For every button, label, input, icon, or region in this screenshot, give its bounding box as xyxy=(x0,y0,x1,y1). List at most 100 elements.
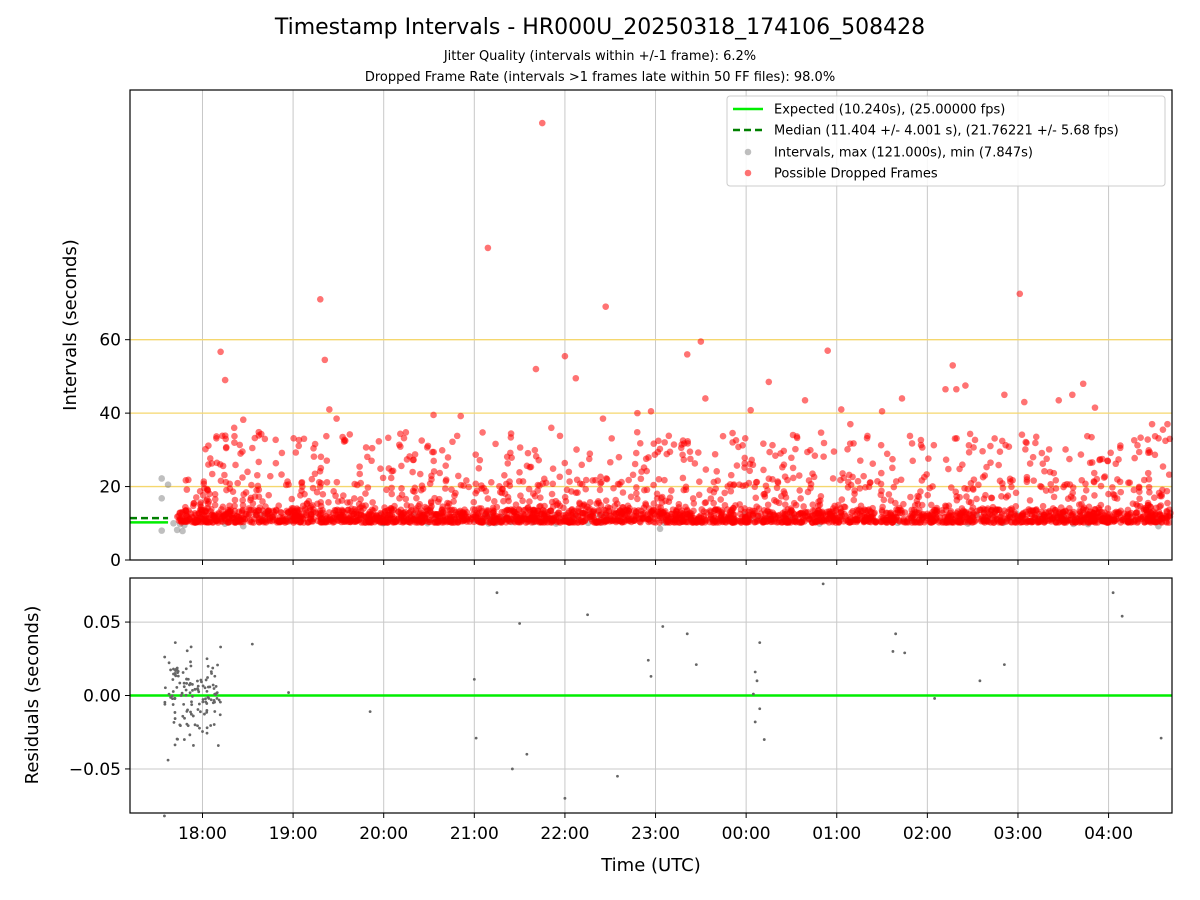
dropped-frame-point xyxy=(1097,482,1105,490)
dropped-frame-point xyxy=(397,443,404,450)
dropped-frame-point xyxy=(573,476,581,484)
dropped-frame-point xyxy=(810,473,818,481)
dropped-frame-point xyxy=(356,463,363,470)
dropped-frame-point xyxy=(634,409,641,417)
dropped-frame-point xyxy=(735,443,742,451)
dropped-frame-point xyxy=(190,514,197,521)
dropped-frame-point xyxy=(516,506,523,514)
dropped-frame-point xyxy=(781,473,789,480)
dropped-frame-point xyxy=(710,512,718,520)
dropped-frame-point xyxy=(537,518,545,526)
x-tick-label: 22:00 xyxy=(540,824,589,844)
residual-point xyxy=(176,737,179,741)
dropped-frame-point xyxy=(251,493,259,500)
residual-point xyxy=(173,641,177,645)
x-tick-label: 18:00 xyxy=(178,824,227,844)
dropped-frame-point xyxy=(968,511,976,518)
dropped-frame-point xyxy=(1134,441,1141,449)
residual-point xyxy=(213,700,216,704)
dropped-frame-point xyxy=(204,486,211,494)
residual-point xyxy=(758,707,762,711)
dropped-frame-point xyxy=(317,453,325,461)
dropped-frame-point xyxy=(472,489,479,497)
dropped-frame-point xyxy=(323,478,331,486)
dropped-frame-point xyxy=(311,440,319,448)
residual-point xyxy=(181,671,185,674)
dropped-frame-point xyxy=(829,505,837,512)
dropped-frame-point xyxy=(966,430,974,438)
x-tick-label: 20:00 xyxy=(359,824,408,844)
residual-point xyxy=(163,700,167,704)
dropped-frame-point xyxy=(841,503,849,511)
dropped-frame-point xyxy=(409,468,416,476)
dropped-frame-point xyxy=(278,449,286,457)
dropped-frame-point xyxy=(475,464,483,472)
dropped-frame-point xyxy=(958,505,966,512)
dropped-frame-point xyxy=(795,515,803,523)
residual-point xyxy=(172,667,175,671)
dropped-frame-point xyxy=(772,452,779,460)
residual-point xyxy=(762,738,766,741)
dropped-frame-point xyxy=(596,511,604,519)
dropped-frame-point xyxy=(1095,504,1102,512)
dropped-frame-point xyxy=(319,491,327,498)
residuals-plot: −0.05 0.00 0.05 18:00 19:00 20:00 21:00 22:00 2… xyxy=(22,577,1173,876)
intervals-reference-lines xyxy=(130,516,169,524)
dropped-frame-point xyxy=(549,465,557,472)
dropped-frame-point xyxy=(606,504,614,512)
dropped-frame-point xyxy=(658,499,666,506)
dropped-frame-point xyxy=(736,510,744,518)
dropped-frame-point xyxy=(561,352,569,360)
residuals-y-axis-label: Residuals (seconds) xyxy=(22,606,43,785)
dropped-frame-point xyxy=(333,415,340,422)
residual-point xyxy=(206,695,210,699)
dropped-frame-point xyxy=(476,518,484,526)
dropped-frame-point xyxy=(624,502,632,510)
residual-point xyxy=(169,668,172,672)
dropped-frame-point xyxy=(261,435,269,443)
dropped-frame-point xyxy=(944,516,952,524)
dropped-frame-point xyxy=(238,509,246,516)
interval-point xyxy=(179,527,186,535)
dropped-frame-point xyxy=(682,503,689,511)
residual-point xyxy=(212,687,216,690)
dropped-frame-point xyxy=(176,509,184,517)
dropped-frame-point xyxy=(1164,513,1172,521)
dropped-frame-point xyxy=(1005,443,1013,451)
dropped-frame-point xyxy=(887,511,895,519)
dropped-frame-point xyxy=(1050,493,1058,501)
dropped-frame-point xyxy=(877,480,885,488)
dropped-frame-point xyxy=(411,451,419,458)
dropped-frame-point xyxy=(197,499,204,506)
dropped-frame-point xyxy=(400,434,408,442)
dropped-frame-point xyxy=(217,515,225,523)
dropped-frame-point xyxy=(926,484,933,492)
dropped-frame-point xyxy=(183,513,191,520)
residual-point xyxy=(184,693,188,697)
residual-point xyxy=(173,697,177,701)
dropped-frame-point xyxy=(288,495,296,503)
dropped-frame-point xyxy=(665,516,672,523)
dropped-frame-point xyxy=(615,453,623,461)
dropped-frame-point xyxy=(727,471,735,479)
residual-point xyxy=(211,666,215,670)
dropped-frame-point xyxy=(400,517,407,525)
dropped-frame-point xyxy=(454,510,462,518)
dropped-frame-point xyxy=(460,509,467,517)
dropped-frame-point xyxy=(540,512,548,520)
dropped-frame-point xyxy=(1016,290,1024,298)
dropped-frame-point xyxy=(602,497,610,504)
dropped-frame-point xyxy=(850,496,858,504)
dropped-frame-point xyxy=(801,396,809,404)
dropped-frame-point xyxy=(864,507,872,514)
dropped-frame-point xyxy=(837,406,845,413)
dropped-frame-point xyxy=(249,500,257,507)
dropped-frame-point xyxy=(1006,475,1014,483)
dropped-frame-point xyxy=(515,477,523,485)
dropped-frame-point xyxy=(387,474,395,482)
dropped-frame-point xyxy=(781,490,788,497)
dropped-frame-point xyxy=(251,434,259,442)
dropped-frame-point xyxy=(262,503,269,510)
dropped-frame-point xyxy=(392,518,399,526)
dropped-frame-points xyxy=(174,119,1174,526)
